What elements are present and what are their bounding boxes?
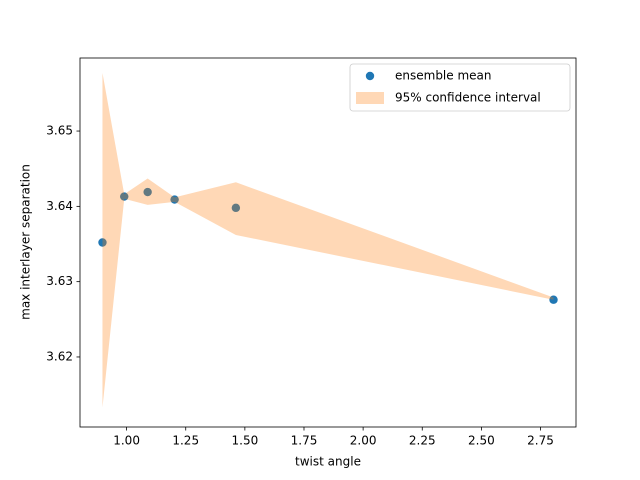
confidence-band (102, 73, 554, 408)
x-tick-label: 1.25 (172, 434, 199, 448)
y-tick-label: 3.65 (46, 124, 73, 138)
x-tick-label: 1.00 (113, 434, 140, 448)
x-axis-label: twist angle (295, 455, 361, 469)
legend-marker (365, 71, 375, 81)
x-tick-label: 2.00 (350, 434, 377, 448)
legend-label: ensemble mean (395, 69, 492, 83)
point (143, 187, 152, 197)
x-tick-label: 1.50 (232, 434, 259, 448)
point (170, 195, 179, 204)
plot-frame (79, 57, 577, 428)
point (549, 295, 558, 304)
x-tick-label: 2.25 (409, 434, 436, 448)
y-tick-label: 3.63 (46, 274, 73, 288)
legend-box (349, 63, 571, 112)
legend-label: 95% confidence interval (395, 91, 541, 105)
y-tick-label: 3.64 (46, 199, 73, 213)
x-tick-label: 1.75 (291, 434, 318, 448)
point (231, 203, 241, 213)
x-tick-label: 2.75 (527, 434, 554, 448)
x-tick-label: 2.50 (468, 434, 495, 448)
point (98, 238, 107, 247)
legend-patch (356, 92, 384, 104)
point (120, 192, 129, 201)
y-tick-label: 3.62 (46, 349, 73, 363)
y-axis-label: max interlayer separation (19, 164, 33, 320)
